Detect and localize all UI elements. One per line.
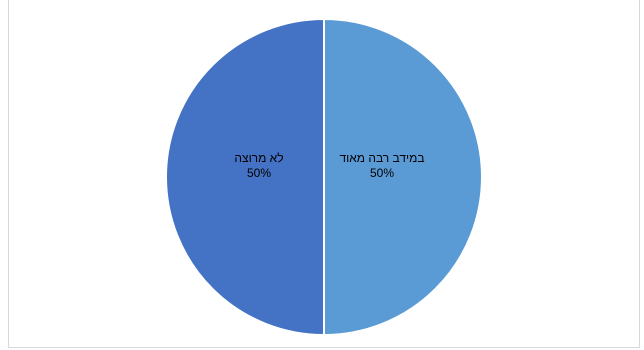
slice-2-category-label: לא מרוצה: [234, 151, 283, 165]
pie-slice-1: [324, 19, 482, 335]
slice-2-value-label: 50%: [247, 166, 271, 180]
pie-slice-2: [166, 19, 324, 335]
pie-slices: [166, 19, 482, 335]
slice-1-value-label: 50%: [370, 166, 394, 180]
slice-1-category-label: במידב רבה מאוד: [339, 151, 424, 165]
